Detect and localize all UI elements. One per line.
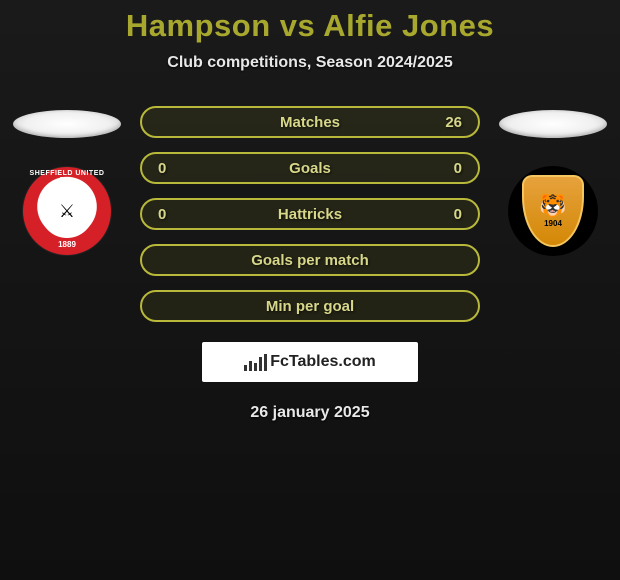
club-crest-hull-city: 🐯 1904 (508, 166, 598, 256)
stat-row: Goals per match (140, 244, 480, 276)
player-silhouette-left (13, 110, 121, 138)
stat-row: Min per goal (140, 290, 480, 322)
left-player-column: SHEFFIELD UNITED F.C. ⚔ 1889 (12, 110, 122, 256)
stats-column: Matches260Goals00Hattricks0Goals per mat… (140, 106, 480, 322)
main-row: SHEFFIELD UNITED F.C. ⚔ 1889 Matches260G… (0, 110, 620, 322)
stat-label: Goals per match (142, 252, 478, 269)
stat-row: 0Goals0 (140, 152, 480, 184)
crest-shield: 🐯 1904 (522, 175, 584, 247)
stat-label: Hattricks (142, 206, 478, 223)
crest-year-left: 1889 (23, 240, 111, 249)
stat-left-value: 0 (158, 160, 166, 177)
stat-row: Matches26 (140, 106, 480, 138)
page-title: Hampson vs Alfie Jones (126, 8, 494, 44)
crest-year-right: 1904 (544, 219, 562, 228)
stat-right-value: 0 (454, 206, 462, 223)
stat-row: 0Hattricks0 (140, 198, 480, 230)
crest-inner: ⚔ (40, 184, 94, 238)
comparison-card: Hampson vs Alfie Jones Club competitions… (0, 0, 620, 422)
stat-label: Goals (142, 160, 478, 177)
right-player-column: 🐯 1904 (498, 110, 608, 256)
stat-right-value: 26 (445, 114, 462, 131)
stat-left-value: 0 (158, 206, 166, 223)
tiger-icon: 🐯 (539, 195, 566, 217)
subtitle: Club competitions, Season 2024/2025 (167, 54, 452, 72)
club-crest-sheffield-united: SHEFFIELD UNITED F.C. ⚔ 1889 (22, 166, 112, 256)
stat-right-value: 0 (454, 160, 462, 177)
brand-badge[interactable]: FcTables.com (202, 342, 418, 382)
brand-text: FcTables.com (270, 353, 376, 371)
player-silhouette-right (499, 110, 607, 138)
crest-ring-text: SHEFFIELD UNITED F.C. (23, 170, 111, 184)
footer-date: 26 january 2025 (250, 404, 369, 422)
stat-label: Matches (142, 114, 478, 131)
chart-icon (244, 353, 266, 371)
stat-label: Min per goal (142, 298, 478, 315)
swords-icon: ⚔ (59, 202, 75, 220)
